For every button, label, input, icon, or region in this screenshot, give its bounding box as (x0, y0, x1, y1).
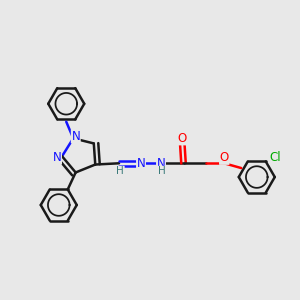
Text: O: O (220, 151, 229, 164)
Text: O: O (178, 132, 187, 145)
Text: Cl: Cl (269, 151, 281, 164)
Text: N: N (53, 151, 62, 164)
Text: H: H (116, 166, 124, 176)
Text: N: N (157, 157, 165, 170)
Text: N: N (71, 130, 80, 143)
Text: N: N (136, 157, 146, 170)
Text: H: H (158, 166, 166, 176)
